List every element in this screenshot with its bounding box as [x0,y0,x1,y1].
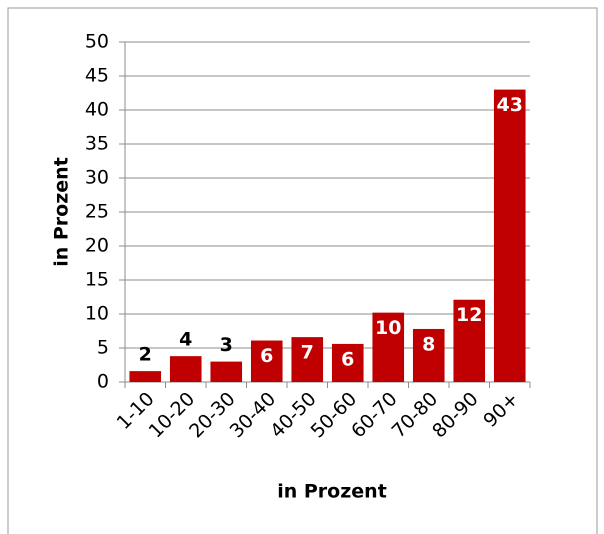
x-tick-label: 50-60 [307,388,362,443]
bar [129,371,162,382]
bar [372,312,405,382]
value-label: 8 [422,333,435,355]
value-label: 7 [301,342,314,364]
x-tick-label: 40-50 [266,388,321,443]
y-tick-label: 0 [97,371,109,393]
y-tick-label: 15 [85,269,109,291]
y-tick-label: 30 [85,167,109,189]
bar [169,356,202,382]
frame [7,7,598,534]
bar [493,89,526,382]
x-tick-label: 80-90 [428,388,483,443]
bar [412,328,445,382]
bar [331,343,364,382]
x-tick-label: 10-20 [145,388,200,443]
y-axis-title: in Prozent [51,157,73,267]
x-tick-label: 70-80 [388,388,443,443]
value-label: 6 [260,345,273,367]
y-tick-label: 10 [85,303,109,325]
y-tick-label: 40 [85,99,109,121]
x-tick-label: 30-40 [226,388,281,443]
bar [453,299,486,382]
x-tick-label: 60-70 [347,388,402,443]
value-label: 6 [341,348,354,370]
y-tick-label: 35 [85,133,109,155]
bar [210,361,243,382]
x-tick-label: 20-30 [185,388,240,443]
y-tick-label: 45 [85,65,109,87]
y-tick-label: 50 [85,31,109,53]
y-tick-label: 25 [85,201,109,223]
value-label: 10 [375,317,401,339]
x-tick-label: 90+ [479,388,523,432]
y-tick-label: 5 [97,337,109,359]
value-label: 2 [139,344,152,366]
value-label: 4 [179,329,192,351]
bar [291,337,324,382]
value-label: 43 [497,94,523,116]
value-label: 3 [220,334,233,356]
value-label: 12 [456,304,482,326]
bar [250,340,283,382]
x-axis-title: in Prozent [277,481,387,503]
y-tick-label: 20 [85,235,109,257]
